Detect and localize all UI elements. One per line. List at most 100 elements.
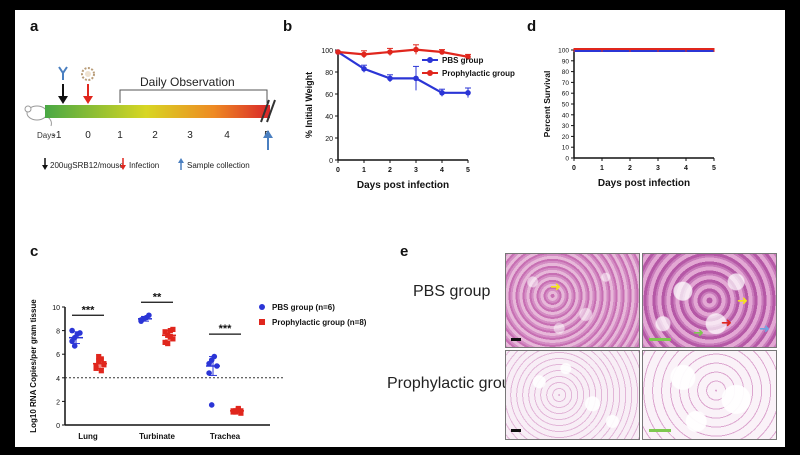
y-tick-label: 100 xyxy=(558,48,569,55)
scale-bar xyxy=(649,338,671,341)
blue-arrow-icon: ➜ xyxy=(759,321,770,336)
data-point xyxy=(439,49,445,55)
sample-collection-arrow xyxy=(263,130,273,150)
legend-marker xyxy=(427,57,433,63)
y-tick-label: 40 xyxy=(325,114,333,121)
legend-marker xyxy=(259,304,265,310)
histology-image-pbs-high: ➜ ➜ ➜ ➜ xyxy=(642,253,777,348)
data-point xyxy=(335,49,341,55)
data-point xyxy=(387,75,393,82)
data-point xyxy=(465,90,471,96)
x-axis-label: Days post infection xyxy=(357,180,449,191)
x-tick-label: 5 xyxy=(712,165,716,172)
y-tick-label: 90 xyxy=(562,58,570,65)
y-tick-label: 50 xyxy=(562,102,570,109)
x-tick-label: 3 xyxy=(656,165,660,172)
histology-row-label-pbs: PBS group xyxy=(413,283,491,300)
data-point xyxy=(361,66,367,72)
data-point xyxy=(208,402,215,408)
day-tick-label: -1 xyxy=(53,130,62,141)
legend-sample-collection-label: Sample collection xyxy=(187,161,250,170)
yellow-arrow-icon: ➜ xyxy=(550,279,561,294)
data-point xyxy=(235,405,241,412)
timeline-schematic: Daily Observation Days -1012345 200ugSRB… xyxy=(24,66,276,170)
y-tick-label: 10 xyxy=(562,145,570,152)
days-label: Days xyxy=(37,131,55,140)
y-tick-label: 2 xyxy=(56,399,60,406)
srb12-dose-arrow xyxy=(58,84,68,104)
panel-letter-a: a xyxy=(30,18,39,35)
data-point xyxy=(71,343,78,349)
y-axis-label: Log10 RNA Copies/per gram tissue xyxy=(29,299,38,433)
data-point xyxy=(146,312,152,319)
x-tick-label: 1 xyxy=(362,167,366,174)
y-axis-label: Percent Survival xyxy=(542,71,552,138)
x-tick-label: 3 xyxy=(414,167,418,174)
virus-icon xyxy=(81,67,95,81)
mouse-icon xyxy=(24,105,52,127)
x-tick-label: 0 xyxy=(572,165,576,172)
data-point xyxy=(387,49,393,55)
y-tick-label: 70 xyxy=(562,80,570,87)
data-point xyxy=(439,90,445,96)
panel-letter-b: b xyxy=(283,18,293,35)
infection-arrow xyxy=(83,84,93,104)
data-point xyxy=(98,368,104,374)
day-tick-label: 4 xyxy=(224,130,230,141)
legend-marker xyxy=(259,319,265,325)
figure-canvas: a b d c e xyxy=(15,10,785,447)
x-tick-label: 2 xyxy=(628,165,632,172)
y-tick-label: 10 xyxy=(52,305,60,312)
panel-letter-d: d xyxy=(527,18,537,35)
histology-image-pbs-low: ➜ xyxy=(505,253,640,348)
axis-break-marks xyxy=(260,99,276,123)
day-tick-label: 2 xyxy=(152,130,158,141)
legend-label: PBS group (n=6) xyxy=(272,303,335,312)
data-point xyxy=(162,329,168,335)
legend-label: Prophylactic group xyxy=(442,69,515,78)
data-point xyxy=(361,51,367,58)
data-point xyxy=(206,370,212,376)
daily-observation-label: Daily Observation xyxy=(140,75,235,89)
y-tick-label: 20 xyxy=(325,136,333,143)
day-tick-label: 1 xyxy=(117,130,123,141)
green-arrow-icon: ➜ xyxy=(693,325,704,340)
histology-image-prophylactic-low xyxy=(505,350,640,440)
histology-image-prophylactic-high xyxy=(642,350,777,440)
data-point xyxy=(233,409,239,415)
survival-chart: 0 10 20 30 40 50 60 70 80 90 100 0 1 2 3 4 5 Days post in… xyxy=(542,48,716,190)
y-tick-label: 60 xyxy=(325,92,333,99)
scale-bar xyxy=(649,429,671,432)
data-point xyxy=(167,333,173,340)
significance-label: ** xyxy=(153,291,162,303)
antibody-icon xyxy=(58,66,68,80)
x-tick-label: 5 xyxy=(466,167,470,174)
legend-label: PBS group xyxy=(442,56,483,65)
y-tick-label: 100 xyxy=(321,48,333,55)
category-label: Trachea xyxy=(210,432,241,441)
legend-infection-label: Infection xyxy=(129,161,159,170)
legend-label: Prophylactic group (n=8) xyxy=(272,318,367,327)
scale-bar xyxy=(511,338,521,341)
red-arrow-icon: ➜ xyxy=(721,315,732,330)
y-tick-label: 4 xyxy=(56,376,60,383)
day-tick-label: 0 xyxy=(85,130,91,141)
x-tick-label: 4 xyxy=(440,167,444,174)
data-point xyxy=(465,54,471,60)
data-point xyxy=(77,330,83,336)
observation-bracket xyxy=(119,89,268,103)
y-tick-label: 20 xyxy=(562,134,570,141)
y-tick-label: 8 xyxy=(56,329,60,336)
timeline-legend: 200ugSRB12/mouse Infection Sample collec… xyxy=(42,158,250,170)
y-tick-label: 80 xyxy=(562,69,570,76)
data-point xyxy=(413,46,419,53)
significance-label: *** xyxy=(219,323,233,335)
x-tick-label: 1 xyxy=(600,165,604,172)
day-tick-labels: -1012345 xyxy=(53,130,271,141)
y-tick-label: 0 xyxy=(329,158,333,165)
data-point xyxy=(69,327,75,334)
data-point xyxy=(170,326,176,333)
scale-bar xyxy=(511,429,521,432)
data-point xyxy=(165,340,171,347)
y-tick-label: 40 xyxy=(562,112,570,119)
